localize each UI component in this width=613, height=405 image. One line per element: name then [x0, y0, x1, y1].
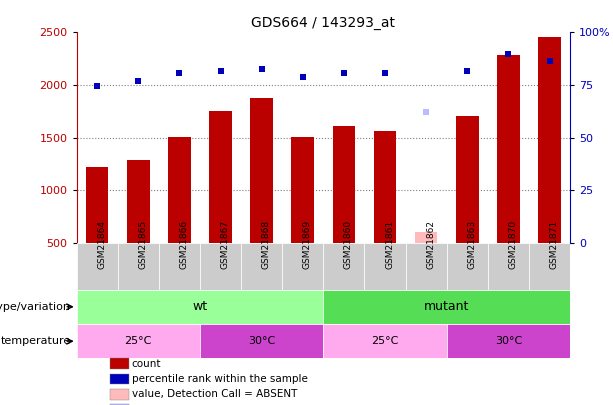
Text: 30°C: 30°C: [248, 336, 275, 346]
Bar: [292, 136, 314, 243]
Bar: [447, 324, 570, 358]
Bar: [282, 243, 323, 290]
Text: mutant: mutant: [424, 300, 470, 313]
Text: genotype/variation: genotype/variation: [0, 302, 70, 312]
Text: GSM21864: GSM21864: [97, 220, 106, 269]
Bar: [77, 324, 200, 358]
Bar: [447, 243, 488, 290]
Bar: [110, 358, 129, 369]
Text: temperature: temperature: [0, 336, 70, 346]
Bar: [250, 98, 273, 243]
Text: value, Detection Call = ABSENT: value, Detection Call = ABSENT: [132, 389, 297, 399]
Bar: [77, 243, 118, 290]
Bar: [497, 55, 520, 243]
Bar: [529, 243, 570, 290]
Text: GSM21867: GSM21867: [221, 220, 229, 269]
Text: wt: wt: [192, 300, 208, 313]
Bar: [324, 243, 365, 290]
Bar: [456, 115, 479, 243]
Text: GSM21866: GSM21866: [180, 220, 188, 269]
Bar: [324, 324, 447, 358]
Text: 25°C: 25°C: [124, 336, 152, 346]
Bar: [538, 36, 561, 243]
Bar: [127, 160, 150, 243]
Bar: [324, 290, 570, 324]
Bar: [488, 243, 529, 290]
Bar: [110, 389, 129, 399]
Text: GSM21863: GSM21863: [467, 220, 476, 269]
Bar: [209, 111, 232, 243]
Text: GSM21871: GSM21871: [549, 220, 558, 269]
Bar: [241, 243, 282, 290]
Text: GSM21861: GSM21861: [385, 220, 394, 269]
Bar: [86, 167, 109, 243]
Text: GSM21865: GSM21865: [139, 220, 147, 269]
Bar: [159, 243, 200, 290]
Text: count: count: [132, 359, 161, 369]
Bar: [200, 243, 241, 290]
Bar: [168, 136, 191, 243]
Bar: [110, 404, 129, 405]
Bar: [333, 126, 355, 243]
Bar: [365, 243, 406, 290]
Text: GSM21862: GSM21862: [426, 220, 435, 269]
Bar: [110, 374, 129, 384]
Bar: [118, 243, 159, 290]
Text: 30°C: 30°C: [495, 336, 522, 346]
Title: GDS664 / 143293_at: GDS664 / 143293_at: [251, 16, 395, 30]
Bar: [374, 131, 397, 243]
Text: GSM21869: GSM21869: [303, 220, 312, 269]
Text: GSM21868: GSM21868: [262, 220, 271, 269]
Bar: [406, 243, 447, 290]
Bar: [200, 324, 323, 358]
Bar: [77, 290, 324, 324]
Text: GSM21860: GSM21860: [344, 220, 353, 269]
Text: 25°C: 25°C: [371, 336, 398, 346]
Bar: [415, 232, 438, 243]
Text: percentile rank within the sample: percentile rank within the sample: [132, 374, 308, 384]
Text: GSM21870: GSM21870: [508, 220, 517, 269]
